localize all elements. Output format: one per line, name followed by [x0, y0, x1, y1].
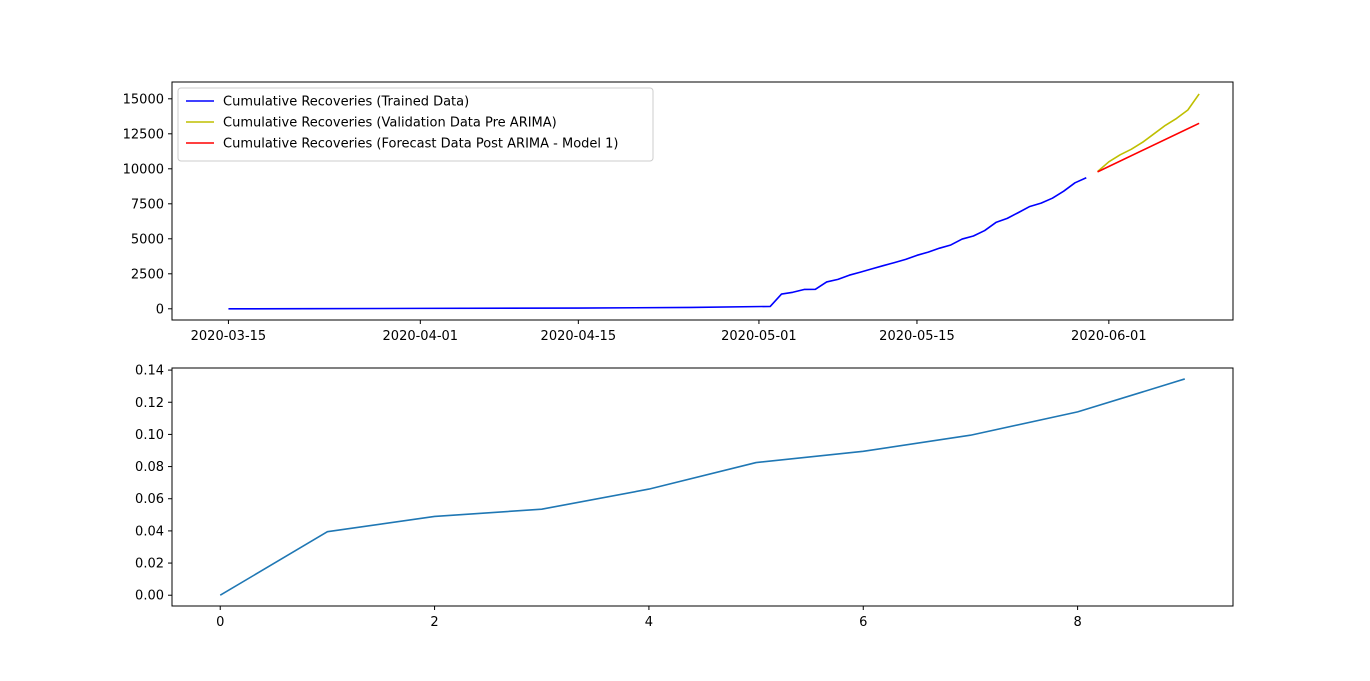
y-tick-label: 0.00	[135, 589, 164, 604]
x-tick-label: 2020-04-01	[383, 329, 459, 344]
plot-frame	[171, 367, 1234, 607]
x-tick-label: 2020-05-15	[879, 329, 955, 344]
y-tick-label: 15000	[123, 92, 164, 107]
series-line	[228, 177, 1087, 310]
y-tick-label: 10000	[123, 162, 164, 177]
x-tick-label: 2	[430, 615, 438, 630]
x-tick-label: 0	[216, 615, 224, 630]
plot-frame	[171, 81, 1234, 321]
x-tick-label: 6	[859, 615, 867, 630]
y-tick-label: 0.12	[135, 396, 164, 411]
y-tick-label: 0	[156, 302, 164, 317]
x-tick-label: 2020-05-01	[721, 329, 797, 344]
y-tick-label: 0.14	[135, 364, 164, 379]
x-tick-label: 4	[645, 615, 653, 630]
y-tick-label: 0.04	[135, 524, 164, 539]
x-tick-label: 2020-04-15	[541, 329, 617, 344]
legend-label: Cumulative Recoveries (Forecast Data Pos…	[223, 137, 618, 152]
y-tick-label: 5000	[131, 232, 164, 247]
series-line	[219, 378, 1186, 596]
y-tick-label: 7500	[131, 197, 164, 212]
x-tick-label: 8	[1073, 615, 1081, 630]
y-tick-label: 2500	[131, 267, 164, 282]
legend: Cumulative Recoveries (Trained Data) Cumu…	[177, 87, 654, 162]
y-tick-label: 0.10	[135, 428, 164, 443]
y-tick-label: 0.08	[135, 460, 164, 475]
y-tick-label: 0.02	[135, 557, 164, 572]
top-chart: 2020-03-15 2020-04-01 2020-04-15 2020-05-01…	[123, 81, 1234, 344]
legend-label: Cumulative Recoveries (Validation Data P…	[223, 116, 557, 131]
x-tick-label: 2020-03-15	[191, 329, 267, 344]
series-line	[1097, 93, 1200, 173]
y-tick-label: 12500	[123, 127, 164, 142]
legend-label: Cumulative Recoveries (Trained Data)	[223, 95, 469, 110]
legend-frame	[177, 87, 654, 162]
x-tick-label: 2020-06-01	[1071, 329, 1147, 344]
series-line	[1097, 122, 1200, 173]
bottom-chart: 0 2 4 6 8 0.00 0.02 0.04 0.06 0.08 0.10 0.12 0.14	[135, 364, 1234, 630]
y-tick-label: 0.06	[135, 492, 164, 507]
